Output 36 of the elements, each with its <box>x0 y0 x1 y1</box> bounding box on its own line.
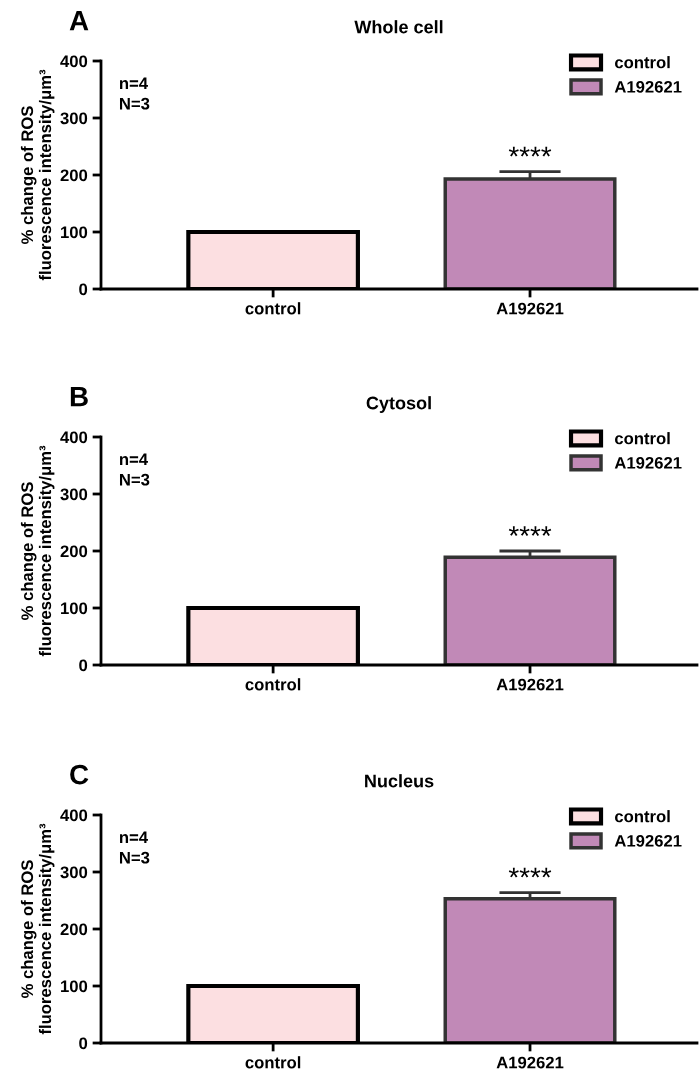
text: A <box>69 11 89 31</box>
legend-label: A192621 <box>614 834 682 847</box>
legend-label: A192621 <box>614 80 682 93</box>
y-tick-label: 300 <box>60 488 88 501</box>
y-axis-title: % change of ROS fluorescence intensity/μm³ <box>20 823 55 1035</box>
y-tick-label: 100 <box>61 980 88 993</box>
y-tick-label: 100 <box>61 226 88 239</box>
legend-label: control <box>615 432 670 445</box>
legend-label: A192621 <box>614 456 682 469</box>
legend-label: control <box>615 810 670 823</box>
y-tick-label: 200 <box>60 169 88 182</box>
text: C <box>70 764 89 785</box>
annotation: n=4 N=3 <box>119 831 150 864</box>
y-tick-label: 400 <box>60 431 88 444</box>
chart-title: Cytosol <box>366 396 431 413</box>
legend-label: control <box>615 56 670 69</box>
chart-title: Whole cell <box>354 20 443 34</box>
annotation: n=4 N=3 <box>119 77 150 110</box>
y-tick-label: 400 <box>60 809 88 822</box>
y-tick-label: 0 <box>79 283 88 296</box>
y-tick-label: 0 <box>79 659 88 672</box>
y-tick-label: 200 <box>60 545 88 558</box>
text: B <box>70 387 88 407</box>
y-axis-title: % change of ROS fluorescence intensity/μm³ <box>20 445 55 657</box>
chart-title: Nucleus <box>365 774 434 788</box>
annotation: **** <box>508 146 552 157</box>
annotation: **** <box>508 867 552 878</box>
annotation: n=4 N=3 <box>119 453 150 486</box>
y-tick-label: 0 <box>79 1037 88 1050</box>
y-tick-label: 300 <box>60 112 88 125</box>
y-tick-label: 100 <box>61 602 88 615</box>
y-tick-label: 300 <box>60 866 88 879</box>
y-axis-title: % change of ROS fluorescence intensity/μm³ <box>20 69 55 281</box>
y-tick-label: 400 <box>60 55 88 68</box>
y-tick-label: 200 <box>60 923 88 936</box>
annotation: **** <box>508 526 552 536</box>
